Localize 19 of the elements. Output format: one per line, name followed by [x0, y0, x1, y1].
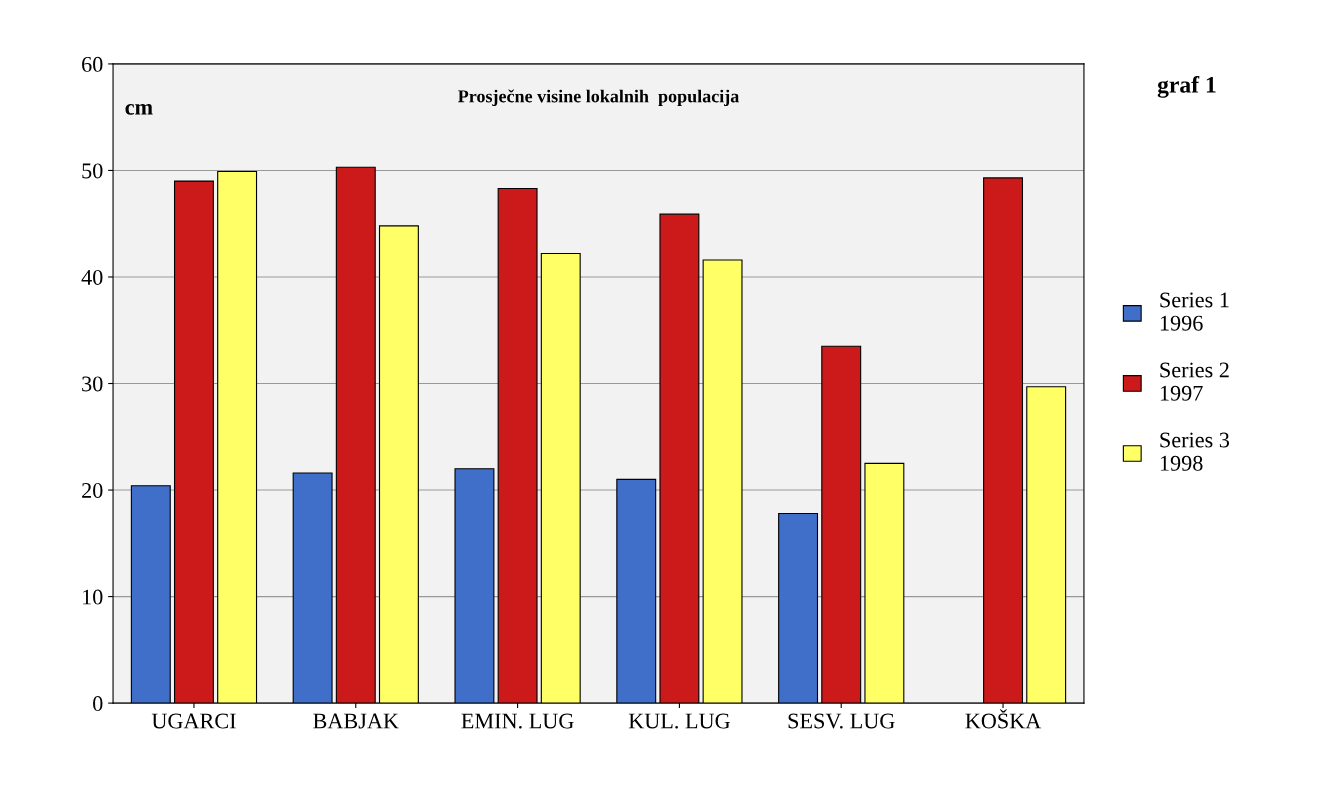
legend-label: Series 2 1997 — [1160, 362, 1229, 401]
y-tick-label: 40 — [81, 269, 103, 285]
y-tick-label: 50 — [82, 163, 103, 179]
y-tick-label: 20 — [82, 482, 103, 498]
y-tick-label: 0 — [93, 696, 103, 712]
x-tick-label: KOŠKA — [965, 709, 1042, 729]
x-tick-label: UGARCI — [151, 713, 236, 729]
x-tick-label: EMIN. LUG — [461, 713, 574, 729]
legend-label: Series 3 1998 — [1160, 432, 1230, 471]
legend-label: Series 1 1996 — [1160, 292, 1229, 331]
x-tick-label: KUL. LUG — [628, 713, 730, 729]
y-tick-label: 30 — [82, 376, 103, 392]
y-axis-title: cm — [125, 104, 153, 115]
x-tick-label: SESV. LUG — [788, 713, 895, 729]
x-tick-label: BABJAK — [313, 713, 399, 729]
text: graf 1 — [1157, 75, 1216, 98]
y-tick-label: 60 — [82, 56, 103, 72]
text: Prosječne visine lokalnih populacija — [458, 89, 740, 107]
y-tick-label: 10 — [83, 589, 103, 605]
